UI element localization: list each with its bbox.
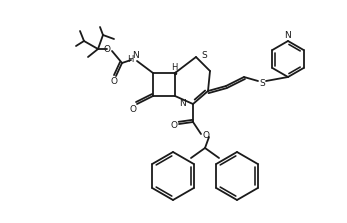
Text: N: N: [179, 99, 186, 107]
Text: S: S: [259, 78, 265, 87]
Text: O: O: [129, 105, 136, 114]
Text: O: O: [203, 132, 210, 140]
Text: N: N: [285, 31, 291, 41]
Text: N: N: [133, 52, 139, 60]
Text: O: O: [103, 45, 110, 54]
Text: O: O: [170, 120, 178, 130]
Text: H: H: [127, 54, 133, 64]
Text: S: S: [201, 52, 207, 60]
Text: O: O: [110, 78, 118, 87]
Text: H: H: [171, 62, 177, 72]
